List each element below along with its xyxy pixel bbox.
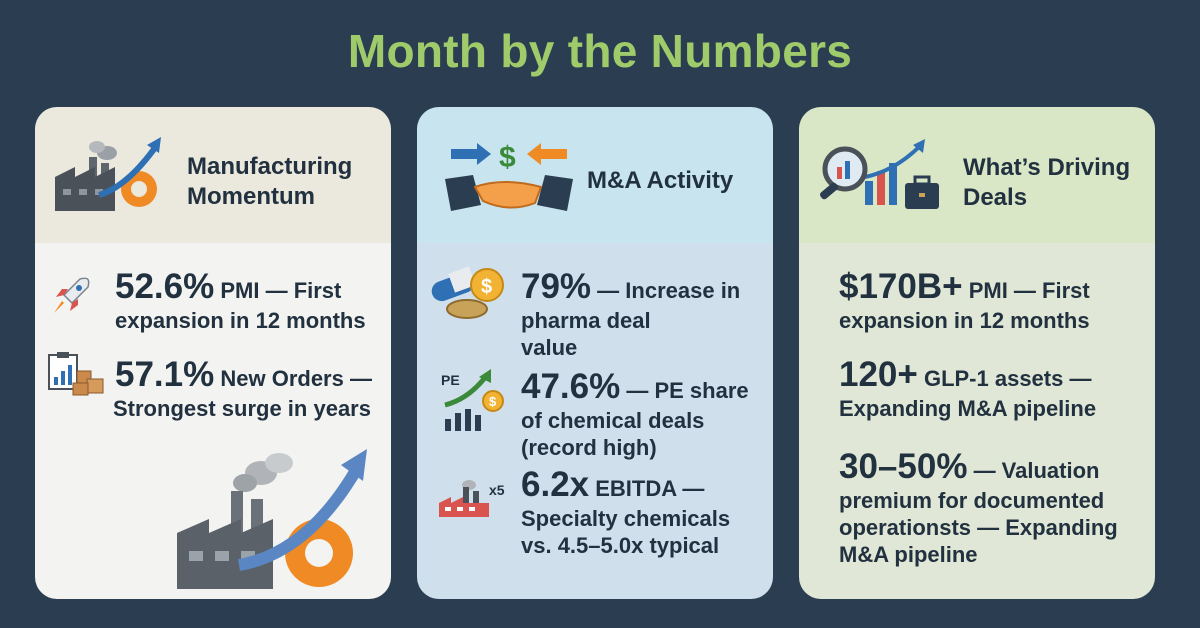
card-header: $ M&A Activity [417, 107, 773, 243]
magnifier-chart-briefcase-icon [819, 139, 939, 209]
card-body: $170B+ PMI — First expansion in 12 month… [799, 243, 1155, 599]
svg-text:$: $ [489, 394, 497, 409]
pill-coin-icon: $ [431, 266, 504, 319]
card-body: $ 79% — Increase in pharma deal value PE… [417, 243, 773, 599]
card-body: 52.6% PMI — First expansion in 12 months… [35, 243, 391, 599]
stat-pmi: 52.6% PMI — First expansion in 12 months [115, 267, 366, 333]
card-whats-driving-deals: What’s Driving Deals $170B+ PMI — First … [799, 107, 1155, 599]
stat-glp1: 120+ GLP-1 assets — Expanding M&A pipeli… [839, 355, 1097, 421]
svg-text:$: $ [499, 141, 516, 174]
stat-pe-share: 47.6% — PE share of chemical deals (reco… [521, 367, 749, 460]
svg-text:x5: x5 [489, 482, 505, 498]
stat-170b: $170B+ PMI — First expansion in 12 month… [839, 267, 1090, 333]
page-title: Month by the Numbers [347, 25, 853, 77]
card-header: Manufacturing Momentum [35, 107, 391, 243]
handshake-dollar-icon: $ [445, 141, 573, 211]
card-heading: M&A Activity [587, 167, 734, 194]
svg-text:PE: PE [441, 372, 460, 388]
card-heading: Manufacturing Momentum [187, 153, 353, 210]
stat-ebitda: 6.2x EBITDA — Specialty chemicals vs. 4.… [521, 465, 731, 558]
clipboard-chart-boxes-icon [48, 352, 104, 396]
stat-pharma: 79% — Increase in pharma deal value [521, 267, 741, 360]
stat-valuation-premium: 30–50% — Valuation premium for documente… [839, 447, 1118, 567]
stat-new-orders: 57.1% New Orders — Strongest surge in ye… [113, 355, 372, 421]
pe-growth-icon: PE $ [441, 369, 504, 431]
svg-text:$: $ [481, 276, 492, 298]
factory-gear-growth-icon [55, 137, 161, 211]
factory-multiple-icon: x5 [439, 480, 505, 517]
card-ma-activity: $ M&A Activity $ 79% — Increase in pharm… [417, 107, 773, 599]
card-heading: What’s Driving Deals [963, 154, 1131, 211]
rocket-icon [54, 277, 90, 313]
card-manufacturing-momentum: Manufacturing Momentum 52.6% PMI — First… [35, 107, 391, 599]
card-header: What’s Driving Deals [799, 107, 1155, 243]
factory-gear-growth-icon [177, 449, 367, 589]
